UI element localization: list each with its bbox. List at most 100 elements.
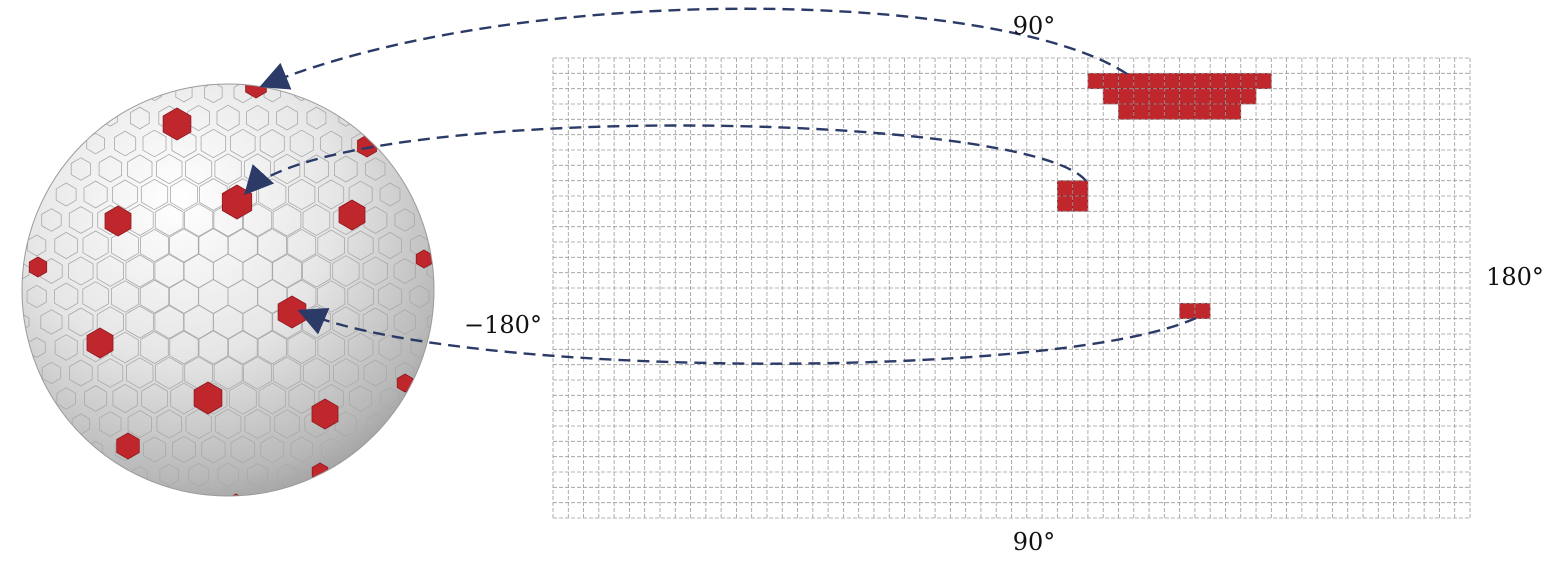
mesh-hexagon bbox=[200, 128, 227, 159]
mesh-hexagon bbox=[58, 134, 74, 153]
mesh-hexagon bbox=[29, 389, 45, 408]
mesh-hexagon bbox=[187, 104, 210, 132]
highlighted-cell bbox=[1209, 103, 1226, 120]
mesh-hexagon bbox=[378, 231, 402, 260]
mesh-hexagon bbox=[55, 182, 77, 207]
mesh-hexagon bbox=[363, 359, 387, 387]
mesh-hexagon bbox=[288, 383, 315, 414]
mesh-hexagon bbox=[362, 256, 388, 286]
mesh-hexagon bbox=[172, 435, 196, 464]
highlighted-cell bbox=[1179, 303, 1196, 319]
mesh-hexagon bbox=[274, 409, 300, 439]
mesh-hexagon bbox=[142, 129, 167, 158]
mesh-hexagon bbox=[287, 331, 316, 364]
highlighted-cell bbox=[1164, 88, 1180, 105]
highlighted-cell bbox=[1240, 73, 1257, 89]
mesh-hexagon bbox=[198, 330, 229, 365]
highlighted-cell bbox=[1240, 88, 1257, 105]
mesh-hexagon bbox=[125, 305, 154, 339]
mesh-hexagon bbox=[317, 280, 346, 313]
mesh-hexagon bbox=[111, 229, 139, 262]
mesh-hexagon bbox=[114, 130, 137, 157]
mesh-hexagon bbox=[317, 229, 345, 262]
mesh-hexagon bbox=[97, 358, 124, 388]
mesh-hexagon bbox=[185, 408, 212, 440]
mesh-hexagon bbox=[140, 228, 169, 263]
highlighted-cell bbox=[1148, 88, 1165, 105]
mesh-hexagon bbox=[321, 437, 342, 462]
mesh-hexagon bbox=[288, 178, 316, 211]
highlighted-cell bbox=[1133, 73, 1150, 89]
highlighted-cell bbox=[1118, 88, 1135, 105]
mesh-hexagon bbox=[69, 359, 93, 387]
mesh-hexagon bbox=[378, 282, 403, 311]
mesh-hexagon bbox=[380, 387, 400, 410]
mesh-hexagon bbox=[394, 208, 415, 232]
mesh-hexagon bbox=[99, 411, 122, 437]
mesh-hexagon bbox=[127, 410, 152, 438]
highlighted-cell bbox=[1194, 303, 1211, 319]
mesh-hexagon bbox=[409, 284, 430, 309]
mesh-hexagon bbox=[184, 203, 214, 237]
mesh-hexagon bbox=[68, 307, 94, 337]
mesh-hexagon bbox=[426, 262, 434, 280]
mesh-hexagon bbox=[213, 356, 243, 390]
mesh-hexagon bbox=[412, 185, 427, 204]
mesh-hexagon bbox=[68, 206, 93, 234]
highlighted-cell bbox=[1102, 88, 1119, 105]
mesh-hexagon bbox=[426, 211, 434, 229]
mesh-hexagon bbox=[303, 154, 329, 184]
arrow-mid-latitude bbox=[244, 124, 1087, 196]
sphere-highlighted-hexagon bbox=[104, 205, 132, 237]
mesh-hexagon bbox=[82, 281, 109, 312]
highlighted-cell bbox=[1225, 103, 1242, 120]
mesh-hexagon bbox=[323, 84, 339, 102]
mesh-hexagon bbox=[334, 155, 358, 183]
mesh-hexagon bbox=[169, 330, 199, 365]
mesh-hexagon bbox=[264, 491, 280, 496]
mesh-hexagon bbox=[40, 309, 63, 335]
mesh-hexagon bbox=[169, 228, 199, 263]
mesh-hexagon bbox=[276, 105, 298, 131]
mesh-hexagon bbox=[289, 129, 314, 158]
mesh-hexagon bbox=[156, 409, 182, 439]
sphere-highlighted-hexagon bbox=[193, 381, 223, 415]
mesh-hexagon bbox=[117, 84, 133, 102]
highlighted-cell bbox=[1118, 103, 1135, 120]
mesh-hexagon bbox=[318, 179, 345, 210]
highlighted-cell bbox=[1194, 88, 1211, 105]
mesh-hexagon bbox=[154, 305, 184, 339]
mesh-hexagon bbox=[70, 157, 91, 181]
mesh-hexagon bbox=[347, 230, 374, 261]
mesh-hexagon bbox=[96, 255, 124, 287]
highlighted-cell bbox=[1118, 73, 1135, 89]
mesh-hexagon bbox=[201, 435, 226, 464]
mesh-hexagon bbox=[338, 466, 354, 484]
mesh-hexagon bbox=[426, 364, 434, 382]
mesh-hexagon bbox=[243, 356, 272, 390]
mesh-hexagon bbox=[378, 334, 402, 361]
mesh-hexagon bbox=[259, 129, 285, 158]
highlighted-cell bbox=[1225, 73, 1242, 89]
grid-highlighted-cells bbox=[1057, 73, 1272, 319]
mesh-hexagon bbox=[412, 389, 427, 408]
highlighted-cell bbox=[1057, 180, 1073, 197]
mesh-hexagon bbox=[349, 385, 373, 412]
mesh-hexagon bbox=[216, 104, 240, 132]
highlighted-cell bbox=[1194, 103, 1211, 120]
mesh-hexagon bbox=[159, 463, 179, 487]
mesh-hexagon bbox=[214, 153, 242, 185]
label-right: 180° bbox=[1486, 263, 1544, 291]
label-top: 90° bbox=[1013, 12, 1056, 40]
mesh-hexagon bbox=[302, 254, 331, 288]
mesh-hexagon bbox=[41, 361, 62, 385]
highlight-polar-region bbox=[1087, 73, 1272, 120]
mesh-hexagon bbox=[140, 331, 169, 364]
mesh-hexagon bbox=[139, 279, 170, 314]
mesh-hexagon bbox=[393, 309, 416, 335]
mesh-hexagon bbox=[22, 313, 30, 331]
mesh-hexagon bbox=[54, 231, 78, 260]
mesh-hexagon bbox=[170, 178, 198, 211]
mesh-hexagon bbox=[214, 408, 242, 440]
highlighted-cell bbox=[1225, 88, 1242, 105]
